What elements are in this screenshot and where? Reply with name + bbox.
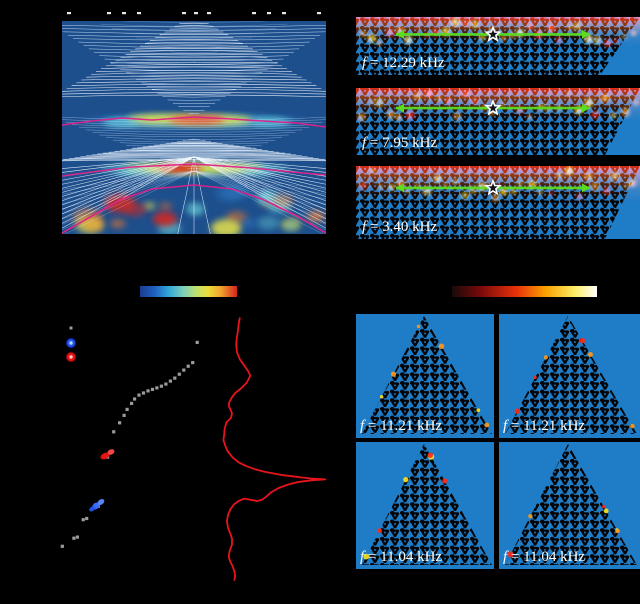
svg-text:f = 3.40 kHz: f = 3.40 kHz [362, 219, 437, 235]
svg-text:f = 11.21 kHz: f = 11.21 kHz [503, 418, 585, 434]
svg-text:f = 11.04 kHz: f = 11.04 kHz [503, 549, 585, 565]
svg-text:f = 7.95 kHz: f = 7.95 kHz [362, 135, 437, 151]
svg-text:f = 11.04 kHz: f = 11.04 kHz [360, 549, 442, 565]
svg-text:f = 11.21 kHz: f = 11.21 kHz [360, 418, 442, 434]
svg-text:f = 12.29 kHz: f = 12.29 kHz [362, 55, 445, 71]
